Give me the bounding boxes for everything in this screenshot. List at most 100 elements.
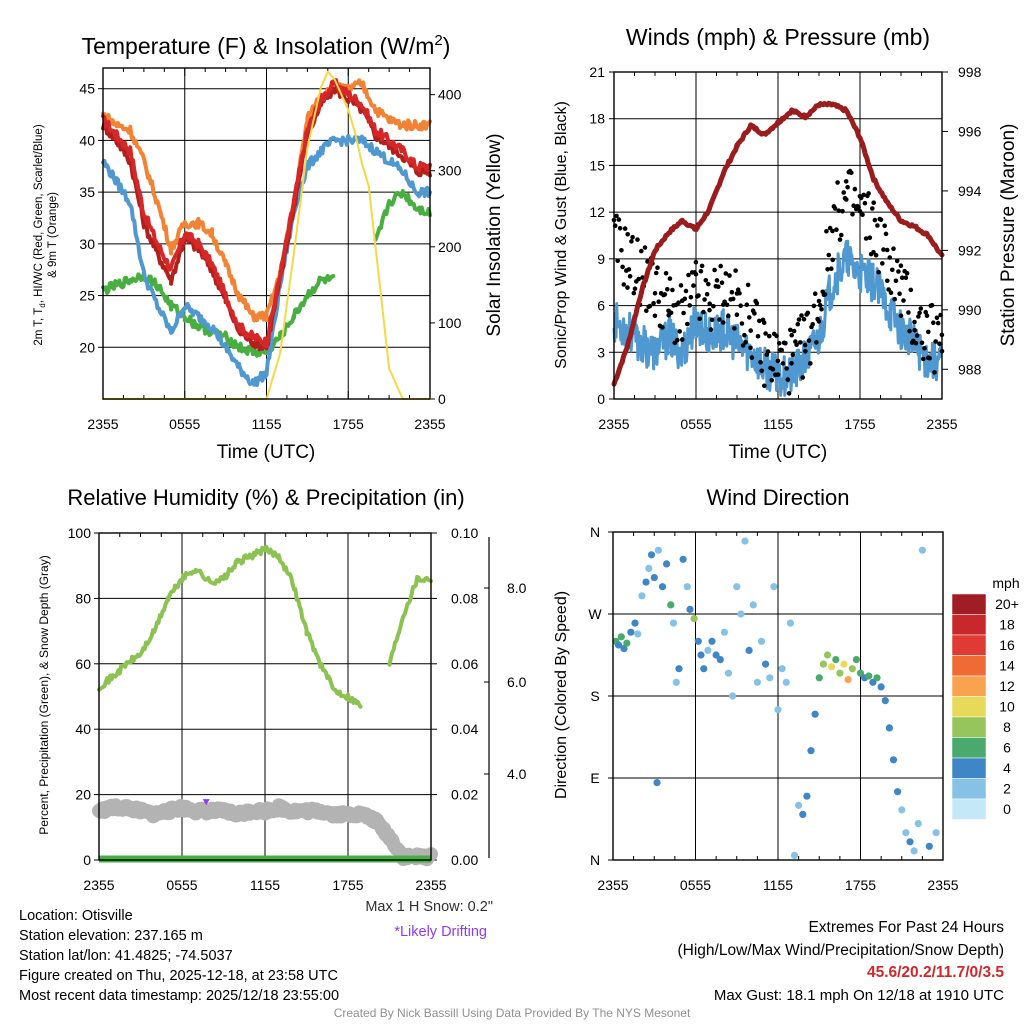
gust-point [917,310,922,316]
legend-swatch [951,798,987,820]
gust-point [789,332,794,338]
gust-point [629,239,634,244]
rh-x-tick-label: 2355 [83,877,114,893]
gust-point [682,296,688,302]
pressure-y-tick-label: 992 [958,242,982,258]
direction-point [741,537,749,545]
most-recent-timestamp: Most recent data timestamp: 2025/12/18 2… [19,988,340,1004]
direction-point [889,756,898,764]
direction-point [807,747,815,755]
gust-point [701,309,706,315]
gust-point [811,303,817,309]
gust-point [937,341,942,347]
gust-point [704,291,710,297]
gust-point [614,213,619,219]
gust-point [688,294,694,300]
gust-point [708,327,714,332]
direction-point [757,637,766,645]
gust-point [841,190,846,195]
gust-point [892,296,897,302]
legend-label: 18 [999,617,1015,633]
gust-point [755,334,761,339]
gust-point [651,301,656,306]
direction-point [749,601,757,609]
gust-point [667,276,673,281]
gust-point [863,236,869,241]
extremes-title: Extremes For Past 24 Hours [808,919,1004,936]
rh-y-tick-label: 20 [75,787,91,803]
rh-y-tick-label: 100 [68,525,92,541]
gust-point [921,356,926,362]
direction-point [790,851,799,860]
gust-point [883,231,889,237]
gust-point [678,283,684,288]
direction-point [815,674,823,682]
wind-plot-frame [613,71,943,400]
direction-point [663,560,671,568]
gust-point [757,318,762,324]
gust-point [903,275,909,281]
gust-point [717,317,722,322]
gust-point [871,200,876,205]
gust-point [677,329,682,334]
direction-point [729,692,737,700]
gust-point [875,223,880,228]
direction-point [910,847,918,855]
gust-point [639,248,644,254]
extremes-values: 45.6/20.2/11.7/0/3.5 [866,964,1004,981]
direction-point [832,656,840,664]
temperature-xlabel: Time (UTC) [217,442,316,463]
temperature-y2label: Solar Insolation (Yellow) [484,133,505,336]
solar-y-tick-label: 100 [438,315,462,331]
wind-x-tick-label: 2355 [598,416,629,432]
rh-x-tick-label: 1755 [332,877,363,893]
gust-point [652,291,658,296]
gust-point [636,276,641,282]
dir-x-tick-label: 1155 [763,877,793,893]
gust-point [867,235,873,240]
gust-point [727,273,732,278]
gust-point [887,255,893,260]
direction-point [690,615,698,623]
direction-point [803,792,811,800]
pressure-y-tick-label: 998 [958,64,982,80]
gust-point [676,300,681,306]
direction-point [704,646,712,655]
direction-point [914,820,922,828]
gust-point [897,291,902,297]
winds-panel: Winds (mph) & Pressure (mb) 0 3 6 9 12 15 18 21… [553,24,1019,463]
gust-point [796,317,802,322]
precip-y-tick-label: 0.04 [451,721,478,737]
gust-point [801,316,807,322]
solar-y-tick-label: 200 [438,239,462,255]
gust-point [785,377,791,382]
direction-point [885,724,894,732]
gust-point [843,179,849,184]
direction-point [844,676,852,684]
direction-point [840,660,848,668]
temp-series-line-3 [101,78,432,323]
wind-y-tick-label: 12 [589,204,605,220]
gust-point [918,306,924,311]
wind-x-tick-label: 1755 [844,416,875,432]
station-latlon: Station lat/lon: 41.4825; -74.5037 [19,948,233,964]
legend-label: 2 [1003,781,1011,797]
direction-point [786,619,795,627]
gust-point [699,263,705,269]
direction-point [617,633,625,641]
extremes-block: Extremes For Past 24 Hours (High/Low/Max… [678,917,1005,1007]
gust-point [769,377,774,383]
temperature-panel: Temperature (F) & Insolation (W/m2) 20 25… [33,32,505,463]
winds-title: Winds (mph) & Pressure (mb) [626,24,930,50]
gust-point [622,226,628,231]
legend-swatch [951,634,987,656]
direction-point [782,678,790,686]
direction-point [848,665,856,673]
precip-y-tick-label: 0.06 [451,656,478,672]
direction-point [620,645,628,653]
gust-point [662,292,668,297]
precip-y-tick-label: 0.08 [451,590,478,606]
dir-x-tick-label: 2355 [597,877,628,893]
snow-depth-line [92,798,438,867]
direction-point [647,551,656,559]
